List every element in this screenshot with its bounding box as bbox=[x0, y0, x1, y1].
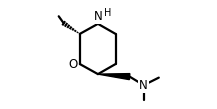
Polygon shape bbox=[98, 74, 130, 80]
Text: N: N bbox=[94, 10, 102, 23]
Text: N: N bbox=[139, 79, 148, 92]
Text: O: O bbox=[68, 58, 77, 71]
Text: H: H bbox=[104, 8, 111, 18]
